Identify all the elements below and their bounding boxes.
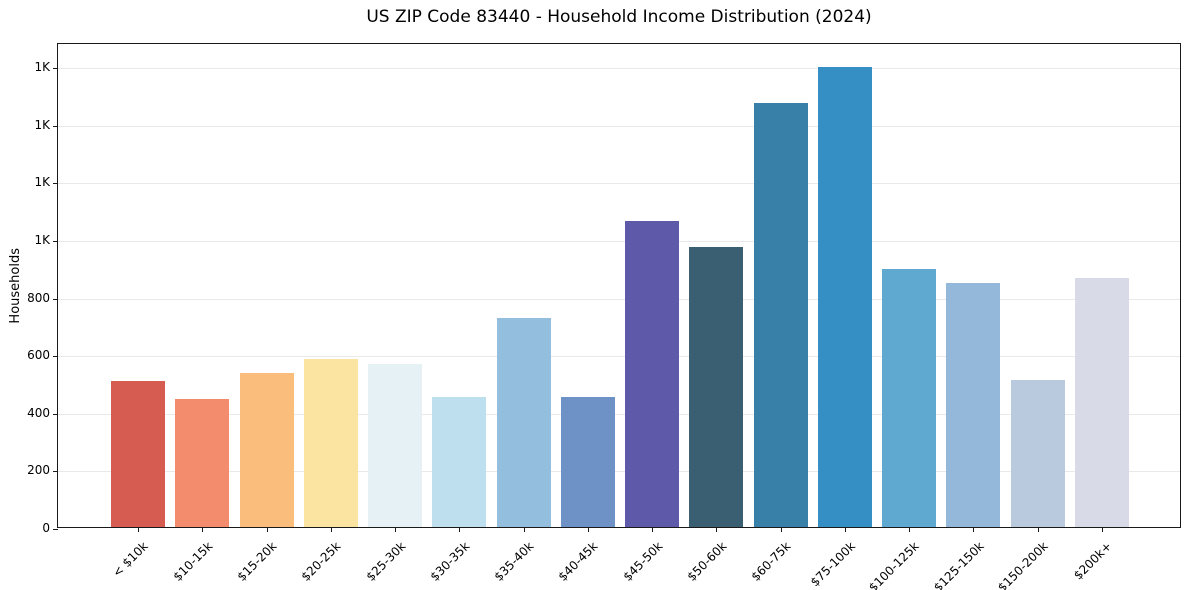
gridline-400 xyxy=(58,413,1180,415)
bar-$75-100k xyxy=(817,67,872,527)
bar-$40-45k xyxy=(560,396,615,527)
y-tick-label-1000: 1K xyxy=(34,232,50,247)
y-tick-mark-1600 xyxy=(53,68,58,70)
bar-$150-200k xyxy=(1010,379,1065,527)
bar-$25-30k xyxy=(368,364,423,527)
x-tick-mark-$30-35k xyxy=(459,527,461,532)
x-tick-mark-$50-60k xyxy=(716,527,718,532)
y-tick-mark-200 xyxy=(53,471,58,473)
y-tick-labels-layer: 0 200 400 600 800 1K 1K 1K 1K xyxy=(0,43,50,535)
x-tick-mark-$20-25k xyxy=(330,527,332,532)
y-tick-label-1200: 1K xyxy=(34,175,50,190)
bar-$125-150k xyxy=(946,282,1001,527)
x-tick-label-$150-200k: $150-200k xyxy=(994,539,1051,590)
x-tick-mark-$100-125k xyxy=(909,527,911,532)
gridline-1600 xyxy=(58,68,1180,70)
x-tick-label-$40-45k: $40-45k xyxy=(555,539,601,584)
y-tick-label-800: 800 xyxy=(27,290,50,305)
y-tick-mark-1400 xyxy=(53,125,58,127)
x-tick-label-$200k+: $200k+ xyxy=(1071,539,1115,583)
bar-$100-125k xyxy=(882,268,937,527)
x-tick-mark-$125-150k xyxy=(973,527,975,532)
x-tick-label-$25-30k: $25-30k xyxy=(363,539,408,584)
x-tick-label-$45-50k: $45-50k xyxy=(620,539,666,584)
bar-$200k+ xyxy=(1075,278,1129,527)
y-tick-label-1400: 1K xyxy=(34,117,50,132)
y-tick-label-600: 600 xyxy=(27,348,50,363)
bar-$15-20k xyxy=(239,372,294,527)
x-tick-label-$75-100k: $75-100k xyxy=(807,539,858,590)
x-tick-label-$30-35k: $30-35k xyxy=(427,539,473,584)
x-tick-label-$35-40k: $35-40k xyxy=(491,539,537,584)
x-tick-label-$15-20k: $15-20k xyxy=(234,539,280,584)
x-tick-mark-$75-100k xyxy=(844,527,846,532)
plot-area xyxy=(53,43,1181,532)
x-tick-label-< $10k: < $10k xyxy=(110,539,151,580)
y-tick-label-200: 200 xyxy=(27,463,50,478)
bar-$20-25k xyxy=(303,358,358,527)
x-tick-labels-layer: < $10k $10-15k $15-20k $20-25k $25-30k $30-35… xyxy=(57,533,1181,590)
x-tick-mark-$60-75k xyxy=(780,527,782,532)
x-tick-mark-< $10k xyxy=(138,527,139,532)
bar-$30-35k xyxy=(432,396,487,527)
x-tick-mark-$25-30k xyxy=(395,527,397,532)
gridline-200 xyxy=(58,471,1180,473)
y-tick-mark-1200 xyxy=(53,183,58,185)
bar-$10-15k xyxy=(175,398,230,527)
chart-title: US ZIP Code 83440 - Household Income Dis… xyxy=(366,7,872,27)
x-tick-label-$20-25k: $20-25k xyxy=(298,539,344,584)
bar-$60-75k xyxy=(753,103,808,527)
y-tick-mark-0 xyxy=(53,529,58,530)
y-tick-mark-600 xyxy=(53,356,58,358)
x-tick-label-$50-60k: $50-60k xyxy=(684,539,730,584)
x-tick-mark-$10-15k xyxy=(202,527,204,532)
x-tick-mark-$15-20k xyxy=(266,527,268,532)
gridline-1400 xyxy=(58,125,1180,127)
gridline-1000 xyxy=(58,240,1180,242)
y-tick-mark-1000 xyxy=(53,240,58,242)
bar-$50-60k xyxy=(689,247,744,527)
bar-$45-50k xyxy=(625,220,680,527)
x-tick-label-$10-15k: $10-15k xyxy=(170,539,216,584)
y-tick-label-1600: 1K xyxy=(34,60,50,75)
y-tick-label-400: 400 xyxy=(27,405,50,420)
bar-$35-40k xyxy=(496,317,551,527)
x-tick-label-$60-75k: $60-75k xyxy=(748,539,794,584)
x-tick-mark-$35-40k xyxy=(523,527,525,532)
x-tick-mark-$45-50k xyxy=(652,527,654,532)
x-tick-label-$100-125k: $100-125k xyxy=(866,539,923,590)
y-tick-label-0: 0 xyxy=(42,521,50,535)
x-tick-mark-$150-200k xyxy=(1037,527,1039,532)
gridline-600 xyxy=(58,356,1180,358)
x-tick-label-$125-150k: $125-150k xyxy=(930,539,987,590)
x-tick-mark-$200k+ xyxy=(1102,527,1103,532)
gridline-1200 xyxy=(58,183,1180,185)
y-tick-mark-400 xyxy=(53,413,58,415)
x-tick-mark-$40-45k xyxy=(587,527,589,532)
y-tick-mark-800 xyxy=(53,298,58,300)
gridline-800 xyxy=(58,298,1180,300)
bar-< $10k xyxy=(111,380,165,527)
